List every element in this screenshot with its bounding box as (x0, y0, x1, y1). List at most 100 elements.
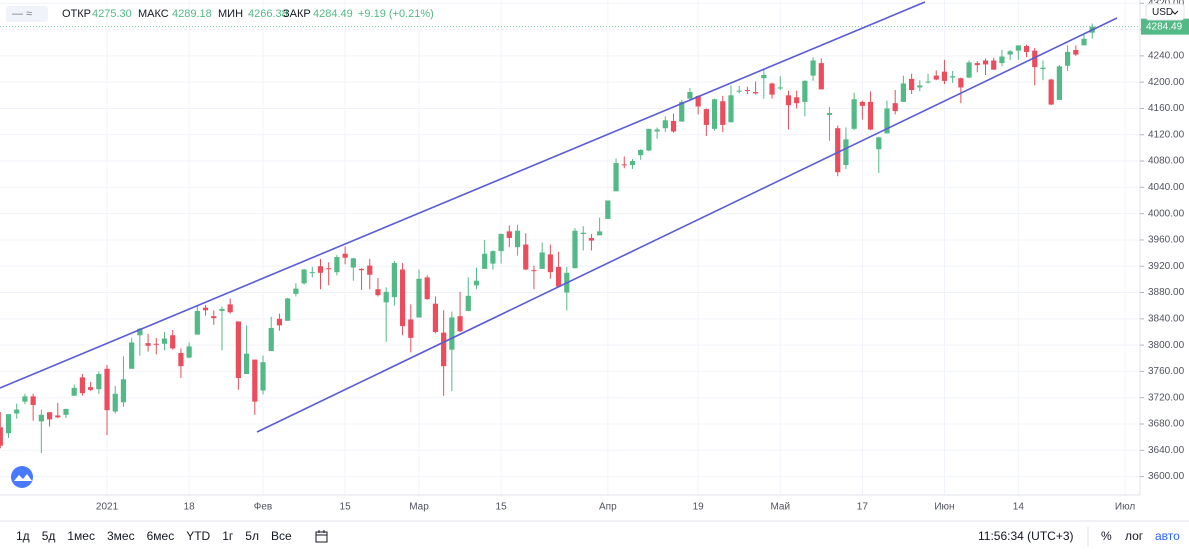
candle-body (720, 101, 726, 125)
candle-body (367, 265, 373, 275)
legend-value: 4275.30 (92, 8, 132, 20)
candle-body (867, 101, 874, 130)
candle-body (909, 78, 915, 91)
candle-body (835, 128, 841, 173)
logo-circle (11, 466, 33, 488)
y-tick-label: 4080.00 (1148, 156, 1185, 167)
y-tick-label: 4160.00 (1148, 103, 1185, 114)
time-axis: 2021 18 Фев 15 Мар 15 Апр 19 Май 17 Июн 14 Июл (0, 494, 1140, 513)
range-button[interactable]: Все (271, 529, 292, 543)
candle-body (744, 90, 751, 92)
candle-body (416, 278, 422, 318)
candle-body (46, 412, 53, 420)
percent-button[interactable]: % (1101, 529, 1112, 543)
candle-body (211, 316, 217, 319)
candle-body (285, 298, 291, 321)
candle-body (383, 291, 389, 303)
candle-body (457, 316, 463, 332)
range-button[interactable]: 5л (245, 529, 259, 543)
candle-body (490, 251, 496, 264)
candle-body (153, 343, 159, 345)
x-tick-label: Мар (409, 502, 429, 513)
legend-value: 4289.18 (172, 8, 212, 20)
candle-body (991, 60, 997, 70)
clock[interactable]: 11:56:34 (UTC+3) (978, 529, 1074, 543)
candle-body (170, 335, 176, 349)
candle-body (597, 231, 603, 236)
y-tick-label: 4040.00 (1148, 182, 1185, 193)
y-tick-label: 3720.00 (1148, 392, 1185, 403)
series-toggle[interactable] (6, 6, 48, 22)
candle-body (227, 304, 233, 313)
candle-body (244, 353, 250, 375)
candle-body (334, 257, 340, 273)
x-tick-label: 2021 (96, 502, 119, 513)
candle-body (317, 266, 324, 273)
candle-body (1007, 51, 1013, 55)
candle-body (728, 95, 734, 123)
candle-body (662, 120, 668, 129)
candle-body (703, 109, 709, 125)
currency-button[interactable] (1145, 3, 1185, 21)
range-button[interactable]: 6мес (147, 529, 175, 543)
candle-body (958, 78, 964, 88)
range-button[interactable]: 1д (16, 529, 30, 543)
legend-label: МИН (218, 8, 243, 20)
candle-body (96, 374, 102, 390)
candle-body (531, 270, 537, 272)
range-button[interactable]: 5д (42, 529, 56, 543)
candle-body (826, 113, 833, 116)
x-tick-label: 18 (184, 502, 196, 513)
candle-body (761, 74, 767, 79)
candle-body (112, 393, 118, 412)
candle-body (1032, 50, 1038, 68)
range-button[interactable]: 3мес (107, 529, 135, 543)
candle-body (941, 71, 948, 81)
candle-body (843, 139, 849, 165)
candle-body (268, 328, 274, 352)
candle-body (38, 414, 44, 422)
x-tick-label: 17 (857, 502, 869, 513)
candle-body (391, 262, 397, 298)
candle-body (925, 81, 931, 83)
candle-body (621, 164, 627, 166)
candle-body (950, 76, 956, 78)
candle-body (441, 332, 447, 367)
candle-body (14, 409, 20, 414)
icon: — ≈ (12, 8, 32, 20)
candle-body (0, 427, 3, 446)
range-button[interactable]: 1г (222, 529, 234, 543)
candle-body (465, 295, 471, 311)
legend-value: 4284.49 (313, 8, 353, 20)
candle-body (580, 232, 586, 235)
x-tick-label: 14 (1013, 502, 1025, 513)
range-button[interactable]: YTD (186, 529, 210, 543)
logo-shape (14, 474, 32, 481)
last-price-label: 4284.49 (1146, 21, 1183, 32)
candle-body (22, 396, 28, 402)
candle-body (810, 60, 816, 76)
candle-body (547, 254, 553, 273)
auto-button[interactable]: авто (1155, 529, 1180, 543)
range-button[interactable]: 1мес (67, 529, 95, 543)
y-tick-label: 4000.00 (1148, 208, 1185, 219)
log-button[interactable]: лог (1125, 529, 1144, 543)
candle-body (202, 307, 209, 311)
logo (11, 466, 33, 488)
y-tick-label: 3680.00 (1148, 419, 1185, 430)
candle-body (785, 95, 792, 106)
candle-body (687, 92, 693, 99)
candle-body (145, 343, 151, 346)
candle-body (30, 396, 36, 405)
candle-body (178, 353, 184, 367)
candle-body (572, 230, 578, 269)
candle-body (876, 137, 882, 150)
calendar-icon (315, 530, 328, 543)
y-tick-label: 4200.00 (1148, 77, 1185, 88)
candle-body (309, 272, 315, 274)
candle-body (523, 244, 529, 270)
candle-body (818, 63, 824, 90)
candle-body (120, 379, 127, 403)
